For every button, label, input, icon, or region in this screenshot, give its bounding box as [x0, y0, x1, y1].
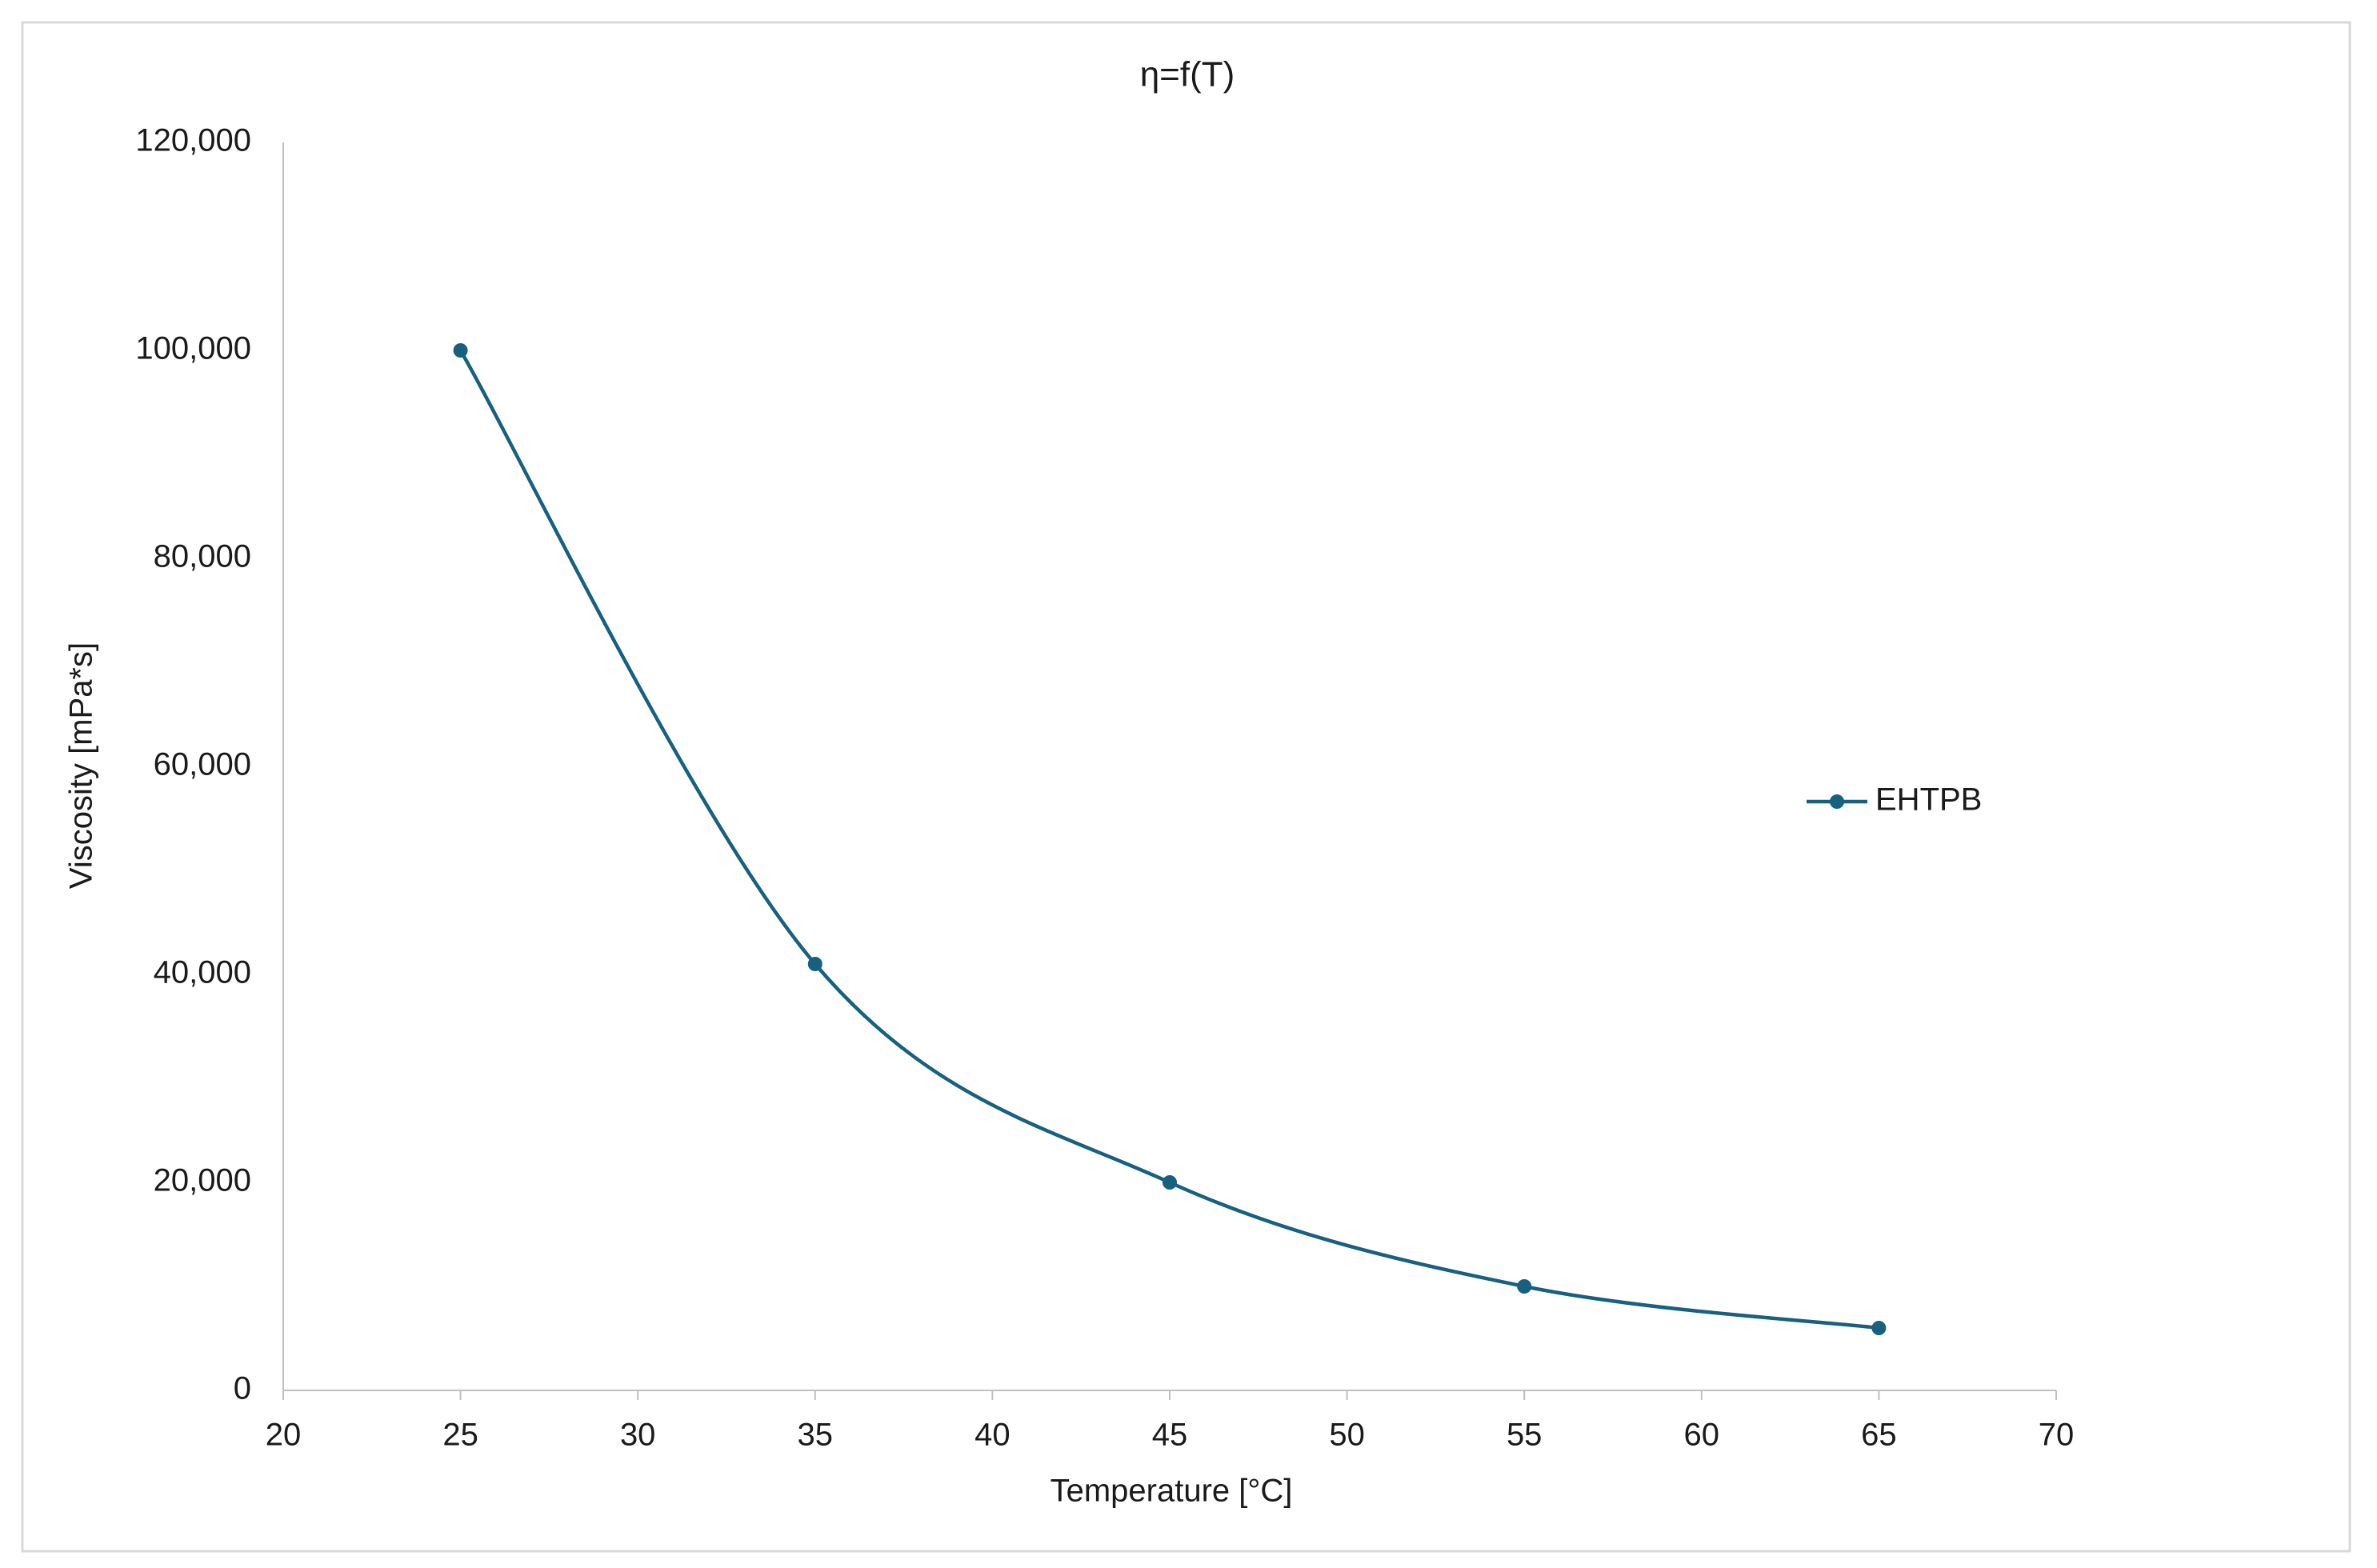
data-point	[1162, 1175, 1177, 1190]
data-point	[807, 957, 822, 971]
x-tick-label: 30	[620, 1418, 656, 1453]
legend-label: EHTPB	[1875, 782, 1982, 818]
legend-marker	[1830, 794, 1844, 809]
x-tick-label: 60	[1684, 1418, 1720, 1453]
x-tick-label: 50	[1329, 1418, 1365, 1453]
series-line	[458, 349, 1879, 1330]
chart-title: η=f(T)	[1140, 55, 1235, 94]
data-point	[1871, 1321, 1887, 1335]
x-tick-label: 45	[1152, 1418, 1188, 1453]
chart-frame	[21, 21, 2351, 1553]
x-tick-label: 70	[2039, 1418, 2075, 1453]
y-tick-label: 120,000	[135, 123, 251, 158]
x-tick-label: 55	[1507, 1418, 1543, 1453]
y-tick-label: 60,000	[154, 747, 251, 782]
y-tick-label: 0	[234, 1371, 251, 1406]
data-point	[453, 343, 468, 358]
x-tick-label: 65	[1861, 1418, 1897, 1453]
y-tick-label: 100,000	[135, 331, 251, 366]
x-tick-label: 20	[266, 1418, 302, 1453]
y-tick-label: 20,000	[154, 1163, 251, 1198]
x-tick-label: 40	[974, 1418, 1010, 1453]
x-tick-label: 25	[442, 1418, 478, 1453]
y-tick-label: 40,000	[154, 955, 251, 990]
y-tick-label: 80,000	[154, 539, 251, 574]
x-axis-label: Temperature [°C]	[1050, 1474, 1293, 1509]
data-point	[1517, 1279, 1532, 1294]
x-tick-label: 35	[798, 1418, 834, 1453]
y-axis-label: Viscosity [mPa*s]	[64, 642, 99, 889]
